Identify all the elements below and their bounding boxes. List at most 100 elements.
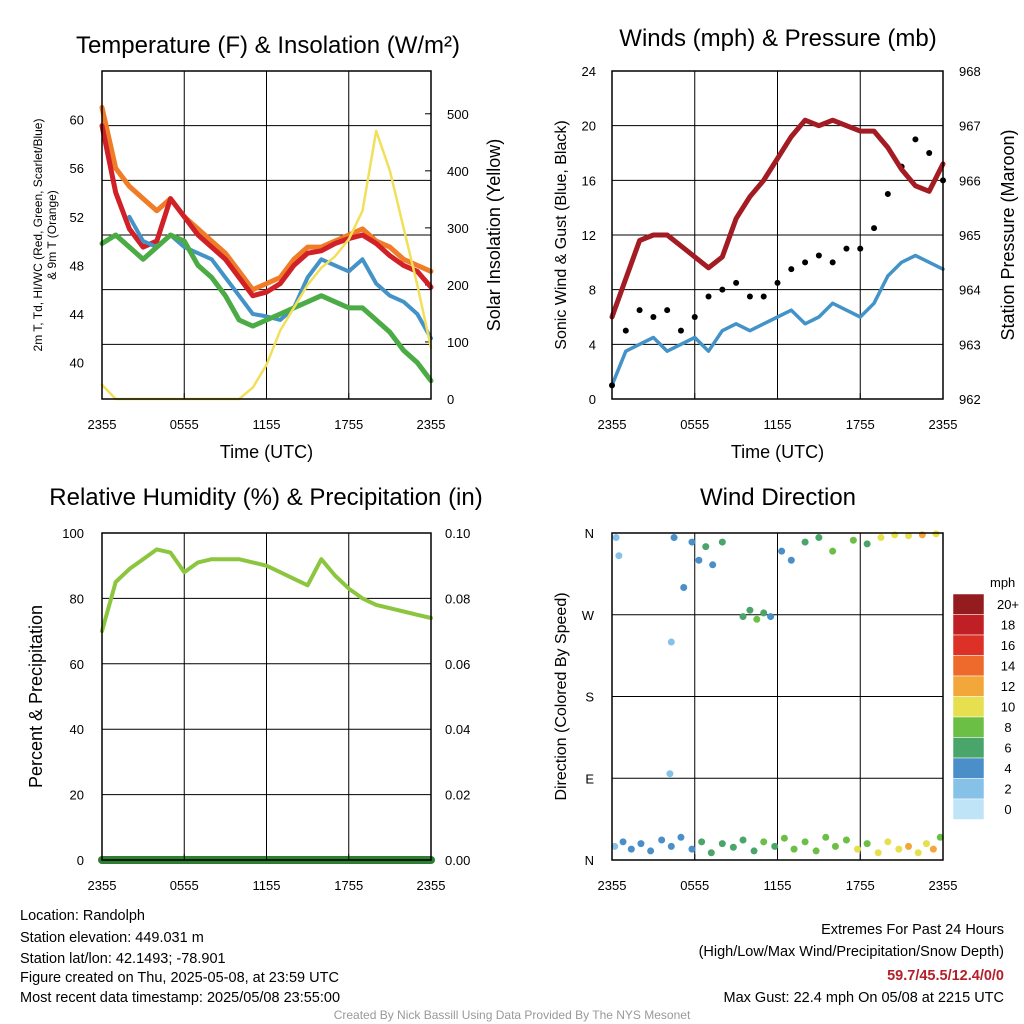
panel-humidity: Relative Humidity (%) & Precipitation (i… [26, 484, 483, 893]
x-tick-label: 1155 [764, 878, 792, 893]
direction-point [615, 552, 623, 560]
station-info: Location: Randolph Station elevation: 44… [20, 908, 340, 1006]
y-tick-label-right: 200 [447, 278, 469, 293]
series-line [99, 232, 434, 384]
y-axis-label-right: Solar Insolation (Yellow) [484, 139, 504, 331]
panel-wind-direction: Wind Direction N E S W N 2355 0555 1155 1755 2355 D… [553, 484, 1019, 893]
y-tick-label-right: 0.04 [445, 722, 470, 737]
x-axis-label: Time (UTC) [731, 442, 824, 462]
direction-point [787, 556, 795, 564]
x-tick-label: 2355 [929, 417, 958, 432]
y-tick-label: N [585, 526, 594, 541]
colorbar: mph 20+ 18 16 14 12 10 8 6 4 2 0 [952, 575, 1019, 820]
colorbar-swatch [952, 655, 985, 677]
direction-point [627, 845, 635, 853]
direction-point [611, 842, 619, 850]
direction-point [702, 543, 710, 551]
y-tick-label-right: 964 [959, 283, 981, 298]
direction-point [790, 845, 798, 853]
gust-point [733, 279, 740, 286]
chart-panels: Temperature (F) & Insolation (W/m²)40444… [26, 25, 1019, 893]
y-tick-label-left: 100 [62, 526, 84, 541]
direction-point [829, 547, 837, 555]
direction-point [760, 838, 768, 846]
x-tick-label: 1755 [334, 878, 363, 893]
extremes-values: 59.7/45.5/12.4/0/0 [887, 968, 1004, 984]
direction-point [914, 849, 922, 857]
direction-point [739, 613, 747, 621]
gust-point [912, 136, 919, 143]
y-tick-label-right: 0.00 [445, 853, 470, 868]
y-tick-label-right: 965 [959, 228, 981, 243]
panel-winds: Winds (mph) & Pressure (mb) 0 4 8 12 16 20 24 96… [553, 25, 1018, 462]
y-tick-label-left: 40 [70, 356, 84, 371]
direction-point [746, 606, 754, 614]
extremes-title: Extremes For Past 24 Hours [821, 922, 1004, 938]
direction-point [895, 845, 903, 853]
y-tick-label-right: 966 [959, 173, 981, 188]
y-tick-label-left: 0 [589, 392, 596, 407]
colorbar-label: 18 [1001, 618, 1015, 633]
direction-point [750, 847, 758, 855]
direction-point [729, 843, 737, 851]
direction-point [718, 840, 726, 848]
colorbar-swatch [952, 696, 985, 718]
gust-point [857, 245, 864, 252]
direction-point [767, 613, 775, 621]
series-line [609, 117, 946, 320]
gust-point [691, 314, 698, 320]
colorbar-swatch [952, 593, 985, 615]
y-tick-label-right: 500 [447, 107, 469, 122]
direction-point [877, 534, 885, 542]
colorbar-swatch [952, 798, 985, 820]
direction-point [849, 536, 857, 544]
colorbar-label: 0 [1004, 802, 1011, 817]
y-tick-label-left: 48 [70, 258, 84, 273]
gust-point [815, 252, 822, 259]
y-axis-label-left-2: & 9m T (Orange) [45, 190, 59, 280]
info-location: Location: Randolph [20, 908, 145, 924]
series-line [99, 123, 434, 299]
direction-point [739, 836, 747, 844]
y-tick-label-left: 20 [582, 119, 596, 134]
direction-point [698, 838, 706, 846]
direction-point [780, 834, 788, 842]
y-tick-label-left: 0 [77, 853, 84, 868]
gust-point [760, 293, 767, 300]
gust-point [719, 286, 726, 293]
direction-point [760, 609, 768, 617]
y-tick-label: E [585, 771, 594, 786]
gust-point [677, 327, 684, 334]
direction-point [688, 538, 696, 546]
colorbar-swatch [952, 716, 985, 738]
gust-point [705, 293, 712, 300]
y-tick-label-right: 300 [447, 221, 469, 236]
direction-point [677, 833, 685, 841]
x-tick-label: 2355 [929, 878, 958, 893]
direction-point [619, 838, 627, 846]
direction-point [658, 836, 666, 844]
direction-point [680, 584, 688, 591]
x-axis-label: Time (UTC) [220, 442, 313, 462]
direction-point [801, 838, 809, 846]
direction-point [815, 534, 823, 542]
direction-point [695, 556, 703, 564]
colorbar-label: 14 [1001, 659, 1015, 674]
gust-point [774, 279, 781, 286]
colorbar-swatch [952, 757, 985, 779]
direction-point [905, 842, 913, 850]
info-latlon: Station lat/lon: 42.1493; -78.901 [20, 951, 226, 967]
x-tick-label: 2355 [88, 878, 117, 893]
y-tick-label-right: 100 [447, 335, 469, 350]
direction-point [884, 838, 892, 846]
direction-point [801, 538, 809, 546]
y-tick-label-right: 0.02 [445, 788, 470, 803]
direction-point [637, 840, 645, 848]
y-tick-label-right: 0.08 [445, 591, 470, 606]
x-tick-label: 1755 [334, 417, 363, 432]
gust-point [802, 259, 809, 266]
y-tick-label: W [582, 608, 595, 623]
x-tick-label: 1155 [253, 417, 281, 432]
y-tick-label-left: 16 [582, 173, 596, 188]
